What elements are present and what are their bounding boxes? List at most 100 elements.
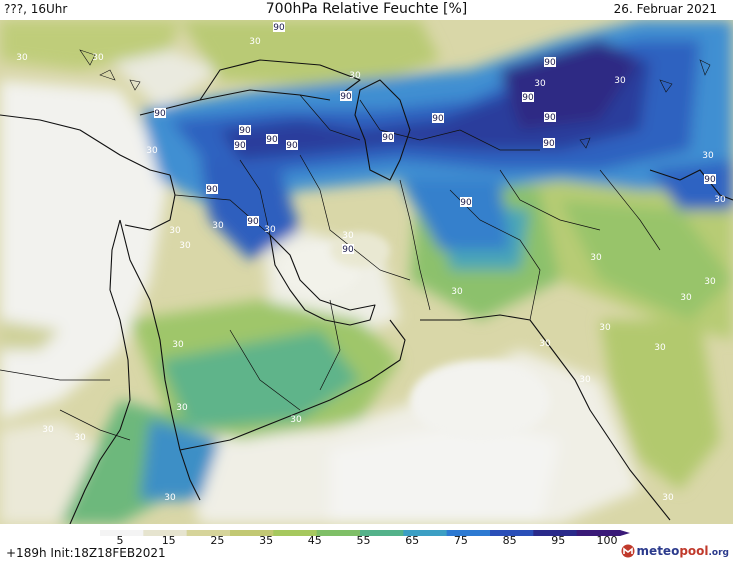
contour-label: 90 [154, 109, 166, 119]
legend-swatch [100, 530, 144, 536]
legend-swatch [446, 530, 491, 536]
legend-swatch [186, 530, 231, 536]
legend-tick-label: 5 [117, 534, 124, 546]
contour-label-box [382, 132, 394, 142]
country-borders [0, 94, 661, 441]
map-header: ???, 16Uhr 700hPa Relative Feuchte [%] 2… [0, 0, 733, 20]
contour-label: 90 [342, 245, 354, 255]
map-title: 700hPa Relative Feuchte [%] [265, 1, 468, 17]
contour-label-box [543, 138, 555, 148]
contour-label: 90 [432, 114, 444, 124]
contour-label-box [206, 184, 218, 194]
legend-tick-label: 100 [597, 534, 618, 546]
contour-label-box [704, 174, 716, 184]
legend-tick-label: 55 [357, 534, 371, 546]
legend-tick-label: 65 [405, 534, 419, 546]
contour-label: 90 [206, 185, 218, 195]
contour-label: 30 [662, 493, 674, 503]
contour-label: 30 [176, 403, 188, 413]
contour-label-box [432, 113, 444, 123]
contour-label: 30 [534, 79, 546, 89]
contour-label: 90 [382, 133, 394, 143]
legend-tick-label: 25 [210, 534, 224, 546]
contour-label-box [239, 125, 251, 135]
contour-label: 90 [522, 93, 534, 103]
islands [79, 49, 711, 149]
contour-label: 30 [172, 340, 184, 350]
dry-patches [280, 232, 550, 440]
contour-label: 30 [92, 53, 104, 63]
brand-suffix: .org [708, 548, 729, 558]
map-footer: 5 15 25 35 45 55 65 75 85 95 100 +189h Init:18Z18F… [0, 524, 733, 566]
contour-label: 30 [342, 231, 354, 241]
contour-label-box [273, 22, 285, 32]
contour-label: 30 [164, 493, 176, 503]
contour-label: 90 [544, 113, 556, 123]
contour-label: 90 [286, 141, 298, 151]
contour-label-box [544, 112, 556, 122]
contour-label: 90 [704, 175, 716, 185]
contour-label: 30 [349, 71, 361, 81]
contour-label: 30 [654, 343, 666, 353]
legend-tick-label: 95 [551, 534, 565, 546]
humidity-field [0, 20, 733, 524]
contour-label: 90 [239, 126, 251, 136]
contour-label: 30 [702, 151, 714, 161]
contour-label: 30 [212, 221, 224, 231]
valid-time-label: ???, 16Uhr [4, 2, 68, 16]
legend-tick-label: 75 [454, 534, 468, 546]
contour-label-box [247, 216, 259, 226]
contour-label: 30 [16, 53, 28, 63]
legend-tick-label: 15 [162, 534, 176, 546]
legend-bar [100, 530, 630, 536]
forecast-date: 26. Februar 2021 [613, 2, 717, 16]
legend-swatch [230, 530, 274, 536]
legend-swatch [316, 530, 361, 536]
legend-swatch [576, 530, 621, 536]
contour-label: 30 [590, 253, 602, 263]
legend-swatch [533, 530, 578, 536]
contour-label: 30 [599, 323, 611, 333]
contour-label-box [544, 57, 556, 67]
brand-accent: pool [679, 544, 709, 558]
contour-label-box [460, 197, 472, 207]
contour-label: 30 [179, 241, 191, 251]
humidity-map: 30 30 30 30 30 30 30 30 30 30 30 30 30 30 30 30 30 30 30 30… [0, 20, 733, 524]
legend-swatch [490, 530, 534, 536]
contour-label: 30 [704, 277, 716, 287]
brand-logo: meteopool.org [637, 544, 729, 558]
contour-label: 30 [614, 76, 626, 86]
contour-label: 90 [460, 198, 472, 208]
contour-label: 30 [146, 146, 158, 156]
contour-label: 30 [74, 433, 86, 443]
contour-label: 90 [234, 141, 246, 151]
contour-label: 30 [579, 375, 591, 385]
contour-label-box [340, 91, 352, 101]
legend-swatch [360, 530, 404, 536]
legend-tick-label: 85 [503, 534, 517, 546]
contour-label: 30 [249, 37, 261, 47]
contour-label-box [286, 140, 298, 150]
contour-label-box [266, 134, 278, 144]
legend-swatch [143, 530, 188, 536]
contour-label-box [522, 92, 534, 102]
contour-label: 90 [543, 139, 555, 149]
legend-swatch [273, 530, 318, 536]
contour-label: 90 [266, 135, 278, 145]
contour-label-box [234, 140, 246, 150]
contour-label: 30 [42, 425, 54, 435]
run-info: +189h Init:18Z18FEB2021 [6, 546, 166, 560]
contour-label: 30 [714, 195, 726, 205]
legend-tick-label: 35 [259, 534, 273, 546]
contour-label: 90 [544, 58, 556, 68]
contour-label: 90 [340, 92, 352, 102]
contour-label: 30 [264, 225, 276, 235]
contour-label: 30 [451, 287, 463, 297]
contour-label-box [342, 244, 354, 254]
legend-arrow [620, 530, 630, 536]
legend-swatch [403, 530, 448, 536]
contour-label-box [154, 108, 166, 118]
coastlines [0, 59, 733, 524]
contour-label: 90 [273, 23, 285, 33]
contour-label: 30 [290, 415, 302, 425]
